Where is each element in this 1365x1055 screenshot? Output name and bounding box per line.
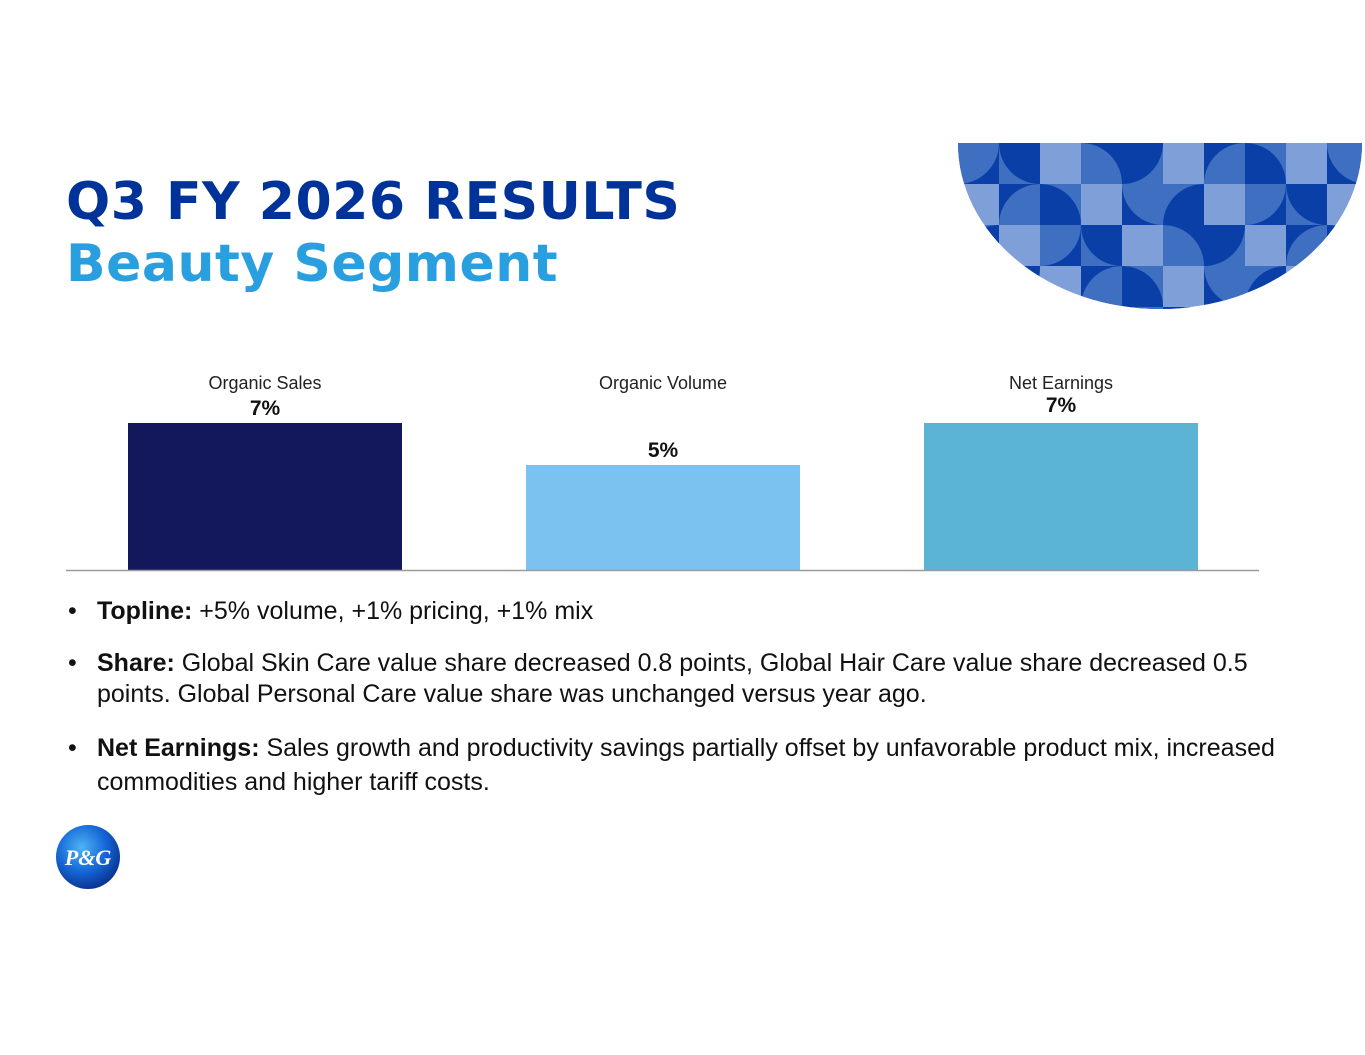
- deco-quarter-circle: [1122, 266, 1163, 307]
- deco-quarter-circle: [1327, 266, 1362, 307]
- deco-quarter-circle: [1163, 143, 1204, 184]
- deco-quarter-circle: [1081, 266, 1122, 307]
- deco-tile: [1286, 307, 1328, 309]
- deco-quarter-circle: [1327, 143, 1362, 184]
- bar-net-earnings: [924, 423, 1198, 570]
- deco-quarter-circle: [999, 307, 1040, 309]
- bullet-net-earnings: • Net Earnings: Sales growth and product…: [66, 731, 1326, 799]
- deco-quarter-circle: [1040, 307, 1081, 309]
- bullet-text: +5% volume, +1% pricing, +1% mix: [192, 597, 594, 625]
- deco-quarter-circle: [1081, 225, 1122, 266]
- bullet-label: Share:: [97, 649, 175, 677]
- category-label: Organic Sales: [208, 373, 321, 393]
- deco-quarter-circle: [958, 225, 999, 266]
- bullet-label: Topline:: [97, 597, 193, 625]
- deco-quarter-circle: [1040, 266, 1081, 307]
- bar-chart: Organic Sales 7% Organic Volume 5% Net Earni…: [66, 373, 1259, 572]
- deco-quarter-circle: [1163, 266, 1204, 307]
- deco-quarter-circle: [1204, 307, 1245, 309]
- data-label: 7%: [250, 397, 281, 420]
- category-label: Net Earnings: [1009, 373, 1113, 393]
- deco-quarter-circle: [1122, 143, 1163, 184]
- decorative-pattern-icon: [958, 143, 1362, 309]
- deco-tile: [1245, 307, 1287, 309]
- deco-quarter-circle: [1081, 307, 1122, 309]
- deco-tile: [1204, 307, 1246, 309]
- bullet-list: • Topline: +5% volume, +1% pricing, +1% …: [66, 596, 1326, 820]
- deco-quarter-circle: [958, 307, 999, 309]
- bullet-share: • Share: Global Skin Care value share de…: [66, 648, 1326, 710]
- bullet-topline: • Topline: +5% volume, +1% pricing, +1% …: [66, 596, 1326, 627]
- deco-tile: [1081, 307, 1123, 309]
- bullet-symbol: •: [68, 649, 77, 677]
- deco-quarter-circle: [1040, 143, 1081, 184]
- deco-quarter-circle: [1245, 184, 1286, 225]
- deco-quarter-circle: [1122, 307, 1163, 309]
- deco-quarter-circle: [1286, 184, 1327, 225]
- deco-quarter-circle: [958, 143, 999, 184]
- bullet-text: Global Skin Care value share decreased 0…: [97, 649, 1248, 708]
- logo-text: P&G: [64, 845, 112, 870]
- deco-tile: [1040, 307, 1082, 309]
- deco-quarter-circle: [1245, 307, 1286, 309]
- deco-tile: [999, 307, 1041, 309]
- deco-quarter-circle: [1204, 225, 1245, 266]
- deco-quarter-circle: [1204, 184, 1245, 225]
- pg-logo-icon: P&G: [56, 825, 120, 889]
- deco-quarter-circle: [1040, 225, 1081, 266]
- deco-quarter-circle: [999, 266, 1040, 307]
- deco-quarter-circle: [1245, 225, 1286, 266]
- bullet-symbol: •: [68, 597, 77, 625]
- deco-quarter-circle: [1163, 307, 1204, 309]
- deco-quarter-circle: [958, 266, 999, 307]
- deco-quarter-circle: [1204, 266, 1245, 307]
- deco-quarter-circle: [999, 143, 1040, 184]
- bar-organic-volume: [526, 465, 800, 570]
- category-label: Organic Volume: [599, 373, 727, 393]
- page-subtitle: Beauty Segment: [66, 234, 559, 294]
- deco-tile: [1327, 266, 1362, 308]
- deco-quarter-circle: [958, 184, 999, 225]
- deco-quarter-circle: [1081, 143, 1122, 184]
- bullet-symbol: •: [68, 734, 77, 762]
- deco-quarter-circle: [1327, 225, 1362, 266]
- deco-quarter-circle: [1081, 184, 1122, 225]
- deco-quarter-circle: [1204, 143, 1245, 184]
- deco-quarter-circle: [1163, 184, 1204, 225]
- page-title: Q3 FY 2026 RESULTS: [66, 172, 681, 232]
- deco-quarter-circle: [1286, 143, 1327, 184]
- data-label: 5%: [648, 439, 679, 462]
- data-label: 7%: [1046, 394, 1077, 417]
- deco-quarter-circle: [999, 184, 1040, 225]
- deco-quarter-circle: [1122, 225, 1163, 266]
- deco-quarter-circle: [1245, 143, 1286, 184]
- bullet-label: Net Earnings:: [97, 734, 260, 762]
- deco-quarter-circle: [1327, 307, 1362, 309]
- deco-tile: [958, 307, 1000, 309]
- deco-tile: [1286, 266, 1328, 308]
- deco-quarter-circle: [1163, 225, 1204, 266]
- deco-tile: [958, 266, 1000, 308]
- deco-quarter-circle: [1122, 184, 1163, 225]
- deco-quarter-circle: [1286, 266, 1327, 307]
- deco-tile: [1327, 225, 1362, 267]
- deco-tile: [1327, 307, 1362, 309]
- deco-quarter-circle: [1286, 307, 1327, 309]
- bullet-text: Sales growth and productivity savings pa…: [97, 734, 1275, 796]
- bar-organic-sales: [128, 423, 402, 570]
- deco-quarter-circle: [1040, 184, 1081, 225]
